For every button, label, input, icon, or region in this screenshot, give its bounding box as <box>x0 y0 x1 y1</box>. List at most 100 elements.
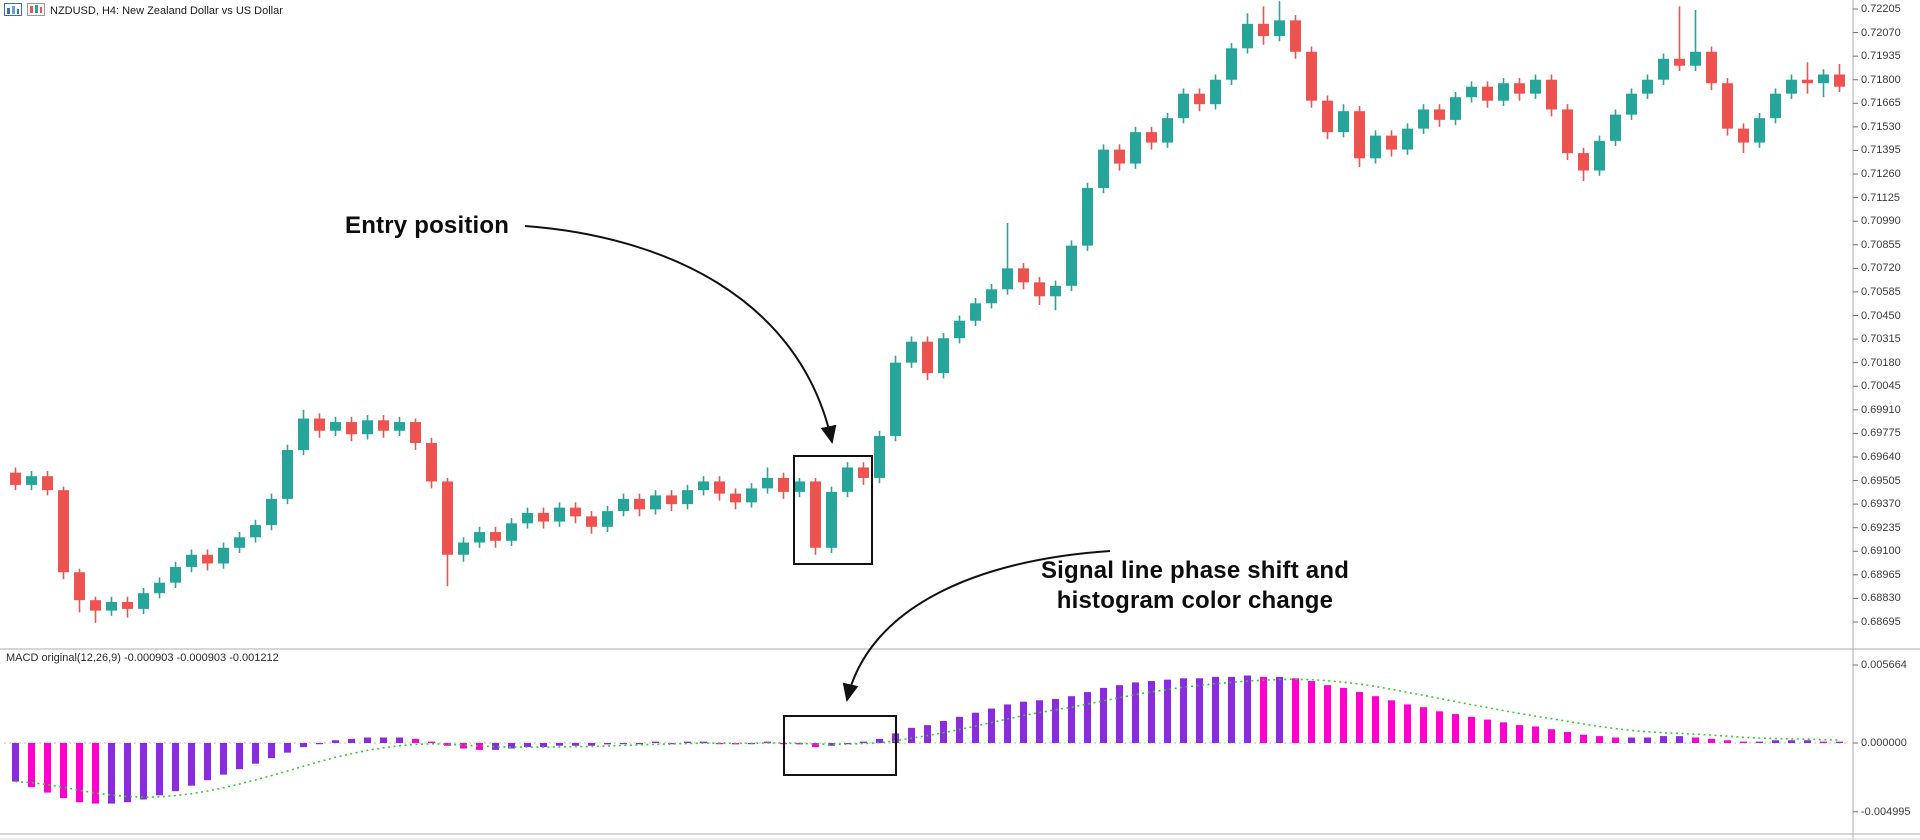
price-tick-label: 0.71395 <box>1861 144 1901 157</box>
macd-histogram-bar <box>1676 736 1683 743</box>
macd-histogram-bar <box>1228 676 1235 743</box>
candle-body <box>1338 111 1349 133</box>
annotation-signal-line1: Signal line phase shift and <box>1040 557 1350 584</box>
macd-histogram-bar <box>236 743 243 770</box>
candle-body <box>1818 74 1829 84</box>
candle-body <box>1498 83 1509 101</box>
candle-body <box>1626 93 1637 115</box>
candle-body <box>1770 93 1781 119</box>
candle-body <box>1434 109 1445 120</box>
macd-histogram-bar <box>268 743 275 759</box>
entry-position-box <box>793 455 873 565</box>
macd-histogram-bar <box>556 743 563 746</box>
candle-body <box>842 467 853 492</box>
price-tick-label: 0.69775 <box>1861 427 1901 440</box>
price-tick-label: 0.68830 <box>1861 592 1901 605</box>
macd-histogram-bar <box>364 737 371 743</box>
macd-histogram-bar <box>1196 678 1203 743</box>
candle-body <box>1450 97 1461 120</box>
price-tick-label: 0.69370 <box>1861 498 1901 511</box>
macd-histogram-bar <box>1836 741 1843 743</box>
candle-body <box>1018 268 1029 283</box>
candle-body <box>234 537 245 548</box>
chart-window-icon[interactable] <box>4 3 22 19</box>
macd-histogram-bar <box>1820 741 1827 743</box>
macd-signal-line <box>15 678 1840 798</box>
candle-body <box>330 422 341 431</box>
macd-histogram-bar <box>28 743 35 788</box>
candle-body <box>778 477 789 492</box>
candle-body <box>1706 51 1717 84</box>
candle-body <box>426 442 437 482</box>
macd-histogram-bar <box>1660 736 1667 743</box>
macd-histogram-bar <box>652 741 659 743</box>
candle-body <box>138 593 149 609</box>
macd-histogram-bar <box>1468 716 1475 743</box>
price-tick-label: 0.68695 <box>1861 616 1901 628</box>
macd-histogram-bar <box>284 743 291 753</box>
candle-body <box>618 498 629 512</box>
macd-histogram-bar <box>620 743 627 745</box>
price-tick-label: 0.69640 <box>1861 450 1901 463</box>
candle-body <box>874 436 885 478</box>
candle-body <box>1834 74 1845 87</box>
candle-body <box>1786 79 1797 94</box>
macd-histogram-bar <box>604 743 611 745</box>
macd-histogram-bar <box>1788 740 1795 743</box>
candle-body <box>1482 86 1493 101</box>
macd-histogram-bar <box>860 741 867 743</box>
candle-body <box>90 600 101 611</box>
macd-histogram-bar <box>684 741 691 743</box>
macd-histogram-bar <box>1772 740 1779 743</box>
macd-histogram-bar <box>92 743 99 804</box>
candlestick-style-icon[interactable] <box>27 3 45 19</box>
candle-body <box>1754 118 1765 143</box>
macd-histogram-bar <box>1420 707 1427 743</box>
candle-body <box>746 488 757 503</box>
candle-body <box>442 481 453 555</box>
macd-histogram-bar <box>1324 685 1331 743</box>
macd-histogram-bar <box>1052 698 1059 743</box>
macd-histogram-bar <box>1068 696 1075 743</box>
candle-body <box>1674 58 1685 66</box>
macd-histogram-bar <box>204 743 211 781</box>
macd-histogram-bar <box>1036 700 1043 743</box>
candle-body <box>154 582 165 594</box>
macd-highlight-box <box>783 715 897 776</box>
price-tick-label: 0.69100 <box>1861 545 1901 558</box>
macd-histogram-bar <box>524 743 531 748</box>
candle-body <box>810 481 821 548</box>
candle-body <box>170 566 181 583</box>
macd-histogram-bar <box>332 740 339 743</box>
macd-histogram-bar <box>1532 726 1539 743</box>
macd-histogram-bar <box>1436 711 1443 743</box>
macd-histogram-bar <box>1372 696 1379 743</box>
signal-arrow <box>842 550 1111 702</box>
macd-histogram-bar <box>300 743 307 748</box>
macd-histogram-bar <box>1740 741 1747 743</box>
price-tick-label: 0.71530 <box>1861 120 1901 133</box>
macd-histogram-bar <box>1116 685 1123 743</box>
candle-body <box>682 490 693 505</box>
candle-body <box>762 477 773 489</box>
candle-body <box>570 507 581 517</box>
price-tick-label: 0.69505 <box>1861 474 1901 487</box>
candle-body <box>458 542 469 555</box>
macd-histogram-bar <box>428 741 435 743</box>
macd-histogram-bar <box>668 743 675 745</box>
candle-body <box>1210 79 1221 105</box>
candle-body <box>74 572 85 601</box>
candle-body <box>1322 100 1333 133</box>
annotation-signal-line2: histogram color change <box>1056 587 1334 614</box>
price-tick-label: 0.71665 <box>1861 97 1901 110</box>
candle-body <box>714 481 725 494</box>
candle-body <box>1402 128 1413 150</box>
macd-histogram-bar <box>60 743 67 799</box>
candle-body <box>122 601 133 609</box>
macd-histogram-bar <box>188 743 195 786</box>
candle-body <box>650 495 661 510</box>
candle-body <box>1466 86 1477 98</box>
macd-histogram-bar <box>1580 734 1587 743</box>
price-tick-label: 0.70315 <box>1861 333 1901 346</box>
